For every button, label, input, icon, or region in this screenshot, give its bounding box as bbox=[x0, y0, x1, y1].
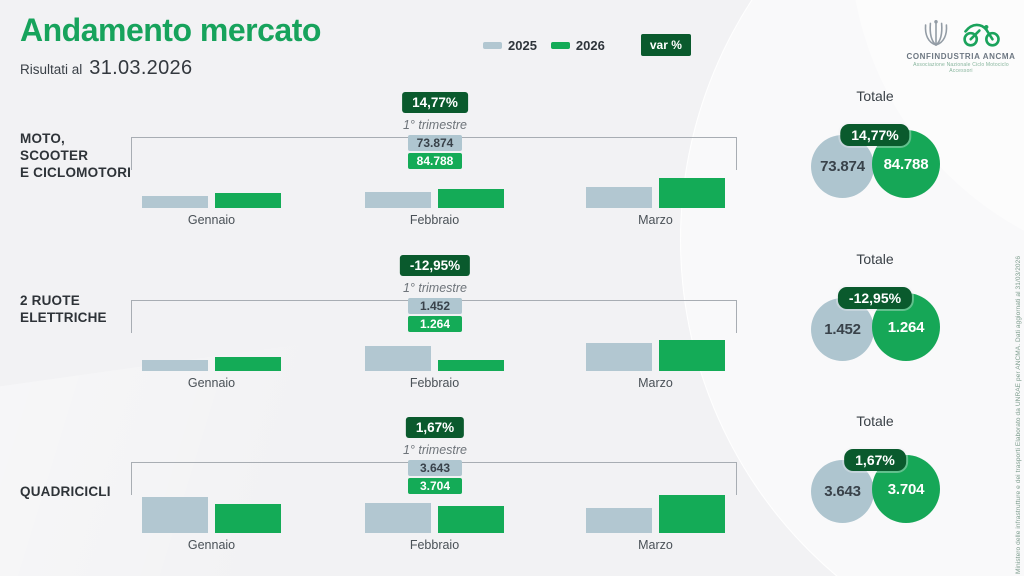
bar-group-febbraio: Febbraio bbox=[365, 248, 504, 390]
bar-2026 bbox=[659, 178, 725, 208]
brand-name: CONFINDUSTRIA ANCMA bbox=[906, 52, 1016, 61]
bar-2025 bbox=[365, 192, 431, 208]
totale-variation-badge: -12,95% bbox=[837, 287, 913, 309]
legend-swatch-2025 bbox=[483, 41, 502, 49]
chart-row-quadricicli: QUADRICICLI 1,67% 1° trimestre 3.643 3.7… bbox=[0, 410, 1024, 573]
var-percent-chip: var % bbox=[640, 34, 691, 56]
bar-group-gennaio: Gennaio bbox=[142, 410, 281, 552]
brand-tagline: Associazione Nazionale Ciclo Motociclo A… bbox=[913, 62, 1009, 74]
bar-2025 bbox=[142, 360, 208, 371]
ancma-wheel-icon bbox=[963, 23, 1000, 47]
bar-group-marzo: Marzo bbox=[586, 248, 725, 390]
bracket-right-tick bbox=[736, 300, 737, 333]
quarter-annotation: -12,95% 1° trimestre 1.452 1.264 bbox=[375, 248, 495, 338]
totale-title: Totale bbox=[856, 88, 894, 104]
results-date: 31.03.2026 bbox=[89, 57, 193, 79]
totale-block: Totale 1.452 1.264 -12,95% bbox=[800, 248, 950, 368]
month-label: Gennaio bbox=[187, 376, 236, 390]
results-prefix: Risultati al bbox=[20, 62, 83, 77]
chart-row-moto-scooter: MOTO, SCOOTER E CICLOMOTORI 14,77% 1° tr… bbox=[0, 85, 1024, 248]
legend-label-2025: 2025 bbox=[508, 37, 537, 53]
category-label-line: SCOOTER bbox=[20, 148, 89, 163]
month-label: Gennaio bbox=[187, 538, 236, 552]
bracket-right-tick bbox=[736, 137, 737, 170]
bar-2025 bbox=[365, 503, 431, 533]
total-2025-badge: 3.643 bbox=[408, 460, 462, 476]
bar-2026 bbox=[659, 495, 725, 533]
bar-2026 bbox=[215, 193, 281, 208]
month-label: Marzo bbox=[638, 213, 673, 227]
category-label-line: E CICLOMOTORI bbox=[20, 165, 132, 180]
variation-badge: 1,67% bbox=[405, 417, 465, 438]
bar-2025 bbox=[365, 346, 431, 371]
month-label: Febbraio bbox=[409, 213, 460, 227]
brand-block: CONFINDUSTRIA ANCMA Associazione Naziona… bbox=[903, 12, 1019, 74]
legend-label-2026: 2026 bbox=[575, 37, 605, 53]
period-label: 1° trimestre bbox=[402, 118, 468, 132]
total-2025-badge: 73.874 bbox=[408, 135, 462, 151]
bar-2025 bbox=[586, 343, 652, 371]
bar-2026 bbox=[438, 189, 504, 208]
confindustria-eagle-icon bbox=[924, 20, 948, 46]
category-label-line: MOTO, bbox=[20, 131, 66, 146]
chart-row-2ruote-elettriche: 2 RUOTE ELETTRICHE -12,95% 1° trimestre … bbox=[0, 248, 1024, 411]
month-label: Marzo bbox=[638, 538, 673, 552]
month-label: Febbraio bbox=[409, 538, 460, 552]
bar-2026 bbox=[438, 360, 504, 371]
total-2026-badge: 1.264 bbox=[408, 316, 462, 332]
bracket-left-tick bbox=[131, 462, 132, 495]
total-2026-badge: 84.788 bbox=[408, 153, 462, 169]
bar-group-marzo: Marzo bbox=[586, 410, 725, 552]
source-side-note: Ministero delle infrastrutture e dei tra… bbox=[1015, 255, 1022, 574]
quarter-annotation: 14,77% 1° trimestre 73.874 84.788 bbox=[375, 85, 495, 175]
bar-2026 bbox=[438, 506, 504, 533]
category-label: MOTO, SCOOTER E CICLOMOTORI bbox=[20, 130, 132, 181]
period-label: 1° trimestre bbox=[402, 281, 468, 295]
bar-2026 bbox=[215, 504, 281, 533]
month-label: Gennaio bbox=[187, 213, 236, 227]
category-label-line: ELETTRICHE bbox=[20, 310, 107, 325]
totale-title: Totale bbox=[856, 251, 894, 267]
bracket-right-tick bbox=[736, 462, 737, 495]
category-label-line: 2 RUOTE bbox=[20, 293, 80, 308]
bar-2025 bbox=[142, 497, 208, 533]
legend-item-2026: 2026 bbox=[550, 37, 605, 53]
bar-group-gennaio: Gennaio bbox=[142, 85, 281, 227]
variation-badge: 14,77% bbox=[402, 92, 468, 113]
totale-circle-2025: 3.643 bbox=[811, 460, 874, 523]
bar-2025 bbox=[142, 196, 208, 208]
bracket-left-tick bbox=[131, 137, 132, 170]
legend: 2025 2026 var % bbox=[483, 34, 691, 56]
bar-2025 bbox=[586, 187, 652, 208]
category-label: QUADRICICLI bbox=[20, 483, 132, 500]
page-title: Andamento mercato bbox=[20, 12, 321, 48]
bar-group-febbraio: Febbraio bbox=[365, 410, 504, 552]
legend-item-2025: 2025 bbox=[483, 38, 537, 53]
bar-group-marzo: Marzo bbox=[586, 85, 725, 227]
totale-title: Totale bbox=[856, 413, 894, 429]
month-label: Marzo bbox=[638, 376, 673, 390]
bar-group-gennaio: Gennaio bbox=[142, 248, 281, 390]
period-label: 1° trimestre bbox=[402, 443, 468, 457]
totale-variation-badge: 14,77% bbox=[840, 124, 910, 146]
totale-block: Totale 3.643 3.704 1,67% bbox=[800, 410, 950, 530]
totale-variation-badge: 1,67% bbox=[844, 449, 906, 471]
bar-group-febbraio: Febbraio bbox=[365, 85, 504, 227]
month-label: Febbraio bbox=[409, 376, 460, 390]
category-label: 2 RUOTE ELETTRICHE bbox=[20, 292, 132, 326]
bracket-left-tick bbox=[131, 300, 132, 333]
bar-2026 bbox=[215, 357, 281, 371]
variation-badge: -12,95% bbox=[399, 255, 471, 276]
total-2025-badge: 1.452 bbox=[408, 298, 462, 314]
results-subtitle: Risultati al 31.03.2026 bbox=[20, 57, 192, 80]
totale-block: Totale 73.874 84.788 14,77% bbox=[800, 85, 950, 205]
bar-2025 bbox=[586, 508, 652, 533]
legend-swatch-2026 bbox=[550, 41, 570, 49]
category-label-line: QUADRICICLI bbox=[20, 484, 111, 499]
brand-icons bbox=[903, 12, 1019, 48]
quarter-annotation: 1,67% 1° trimestre 3.643 3.704 bbox=[375, 410, 495, 500]
bar-2026 bbox=[659, 340, 725, 371]
total-2026-badge: 3.704 bbox=[408, 478, 462, 494]
